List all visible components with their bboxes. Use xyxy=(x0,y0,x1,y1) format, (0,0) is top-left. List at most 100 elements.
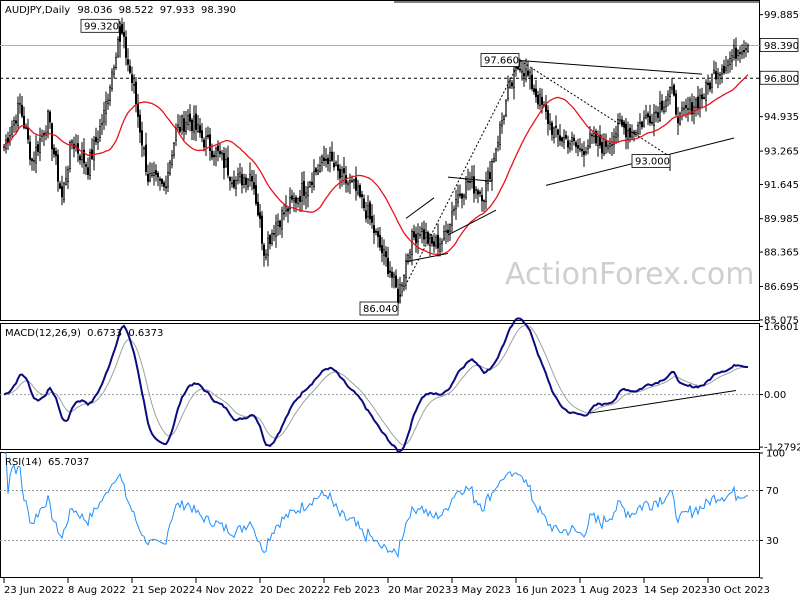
candle-body xyxy=(282,212,285,215)
candle-body xyxy=(596,136,599,146)
macd-y-axis: 1.6601 0.00 -1.2792 xyxy=(760,322,800,454)
candle-body xyxy=(700,94,703,100)
candle-body xyxy=(103,110,106,123)
y-tick-label: 100 xyxy=(766,449,785,460)
candle-body xyxy=(115,56,118,68)
candle-body xyxy=(60,186,63,198)
candle-body xyxy=(223,153,226,169)
candle-body xyxy=(446,229,449,234)
candle-body xyxy=(145,144,148,172)
candle-body xyxy=(662,106,665,112)
candle-body xyxy=(664,99,667,107)
candle-body xyxy=(302,180,305,196)
candle-body xyxy=(388,270,391,273)
candle-body xyxy=(620,119,623,125)
candle-body xyxy=(674,93,677,115)
candle-body xyxy=(488,172,491,180)
candle-body xyxy=(376,231,379,237)
candle-body xyxy=(434,236,437,247)
candle-body xyxy=(79,155,82,161)
candle-body xyxy=(588,133,591,147)
candle-body xyxy=(105,101,108,114)
candle-body xyxy=(191,119,194,131)
candle-body xyxy=(62,182,65,201)
candle-body xyxy=(342,168,345,174)
candle-body xyxy=(520,70,523,73)
candle-body xyxy=(484,181,487,203)
candle-body xyxy=(648,115,651,124)
x-tick-label: 20 Mar 2023 xyxy=(388,585,451,596)
candle-body xyxy=(159,178,162,181)
candle-body xyxy=(199,125,202,134)
candle-body xyxy=(464,179,467,198)
symbol-label: AUDJPY xyxy=(5,5,43,16)
trendline xyxy=(405,197,435,219)
rsi-line xyxy=(4,452,749,559)
candle-body xyxy=(219,151,222,154)
candle-body xyxy=(326,157,329,164)
x-tick-label: 16 Jun 2023 xyxy=(516,585,576,596)
candle-body xyxy=(350,180,353,182)
candle-body xyxy=(26,127,29,140)
candle-body xyxy=(688,99,691,110)
candle-body xyxy=(608,142,611,148)
y-tick-label: -1.2792 xyxy=(764,443,800,454)
candle-body xyxy=(81,151,84,161)
macd-line xyxy=(3,317,749,454)
candle-body xyxy=(380,245,383,254)
candle-body xyxy=(151,172,154,176)
candle-body xyxy=(558,135,561,141)
candle-body xyxy=(169,162,172,174)
candle-body xyxy=(318,164,321,172)
candle-body xyxy=(736,50,739,57)
candle-body xyxy=(338,168,341,179)
candle-body xyxy=(205,136,208,147)
annotation-label: 86.040 xyxy=(363,304,398,315)
candle-body xyxy=(690,102,693,115)
candle-body xyxy=(97,139,100,143)
candle-body xyxy=(526,70,529,76)
candle-body xyxy=(15,120,18,124)
candle-body xyxy=(724,67,727,71)
candle-body xyxy=(278,220,281,228)
candle-body xyxy=(530,74,533,89)
candle-body xyxy=(680,107,683,111)
candle-body xyxy=(624,123,627,138)
rsi-label: RSI(14) xyxy=(5,457,42,468)
candle-body xyxy=(121,24,124,34)
x-axis: 23 Jun 2022 8 Aug 2022 21 Sep 2022 4 Nov 20… xyxy=(3,578,770,596)
candle-body xyxy=(334,162,337,166)
x-tick-label: 3 May 2023 xyxy=(452,585,511,596)
candle-body xyxy=(127,59,130,65)
candle-body xyxy=(32,160,35,162)
candle-body xyxy=(314,168,317,173)
y-tick-label: 91.645 xyxy=(764,180,799,191)
candle-body xyxy=(284,205,287,212)
candle-body xyxy=(474,188,477,191)
candle-body xyxy=(316,170,319,175)
candle-body xyxy=(718,73,721,76)
candle-body xyxy=(578,148,581,151)
candle-body xyxy=(472,176,475,194)
candle-body xyxy=(440,241,443,244)
candle-body xyxy=(646,113,649,118)
candle-body xyxy=(450,211,453,226)
candle-body xyxy=(728,58,731,66)
x-tick-label: 1 Aug 2023 xyxy=(580,585,638,596)
candle-body xyxy=(89,152,92,176)
candle-body xyxy=(290,195,293,200)
candle-body xyxy=(394,275,397,288)
candle-body xyxy=(18,103,21,106)
candle-body xyxy=(568,143,571,149)
candle-body xyxy=(734,47,737,59)
candle-body xyxy=(71,140,74,144)
candle-body xyxy=(572,137,575,142)
candle-body xyxy=(213,154,216,158)
candle-body xyxy=(460,193,463,199)
fibo-label: FE 61.8 xyxy=(724,0,762,2)
candle-body xyxy=(83,149,86,164)
candle-body xyxy=(642,117,645,127)
candle-body xyxy=(211,150,214,158)
candle-body xyxy=(564,135,567,139)
candle-body xyxy=(666,94,669,101)
